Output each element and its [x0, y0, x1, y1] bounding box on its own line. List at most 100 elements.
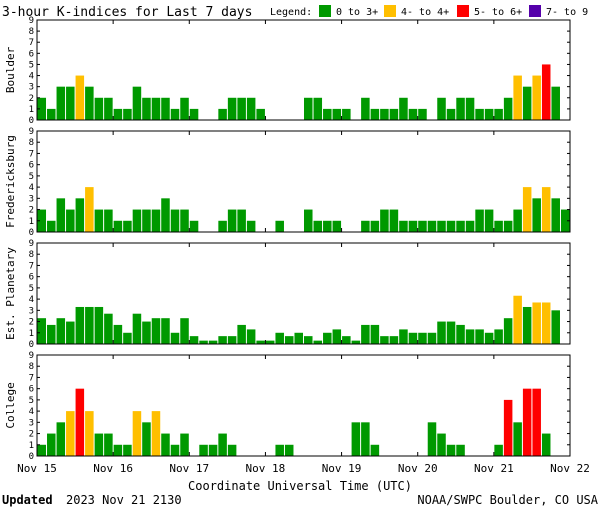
k-bar: [503, 318, 513, 344]
k-bar: [132, 313, 142, 344]
k-bar: [427, 422, 437, 456]
k-bar: [170, 209, 180, 232]
k-bar: [541, 433, 551, 456]
k-bar: [323, 220, 332, 232]
y-tick-label: 3: [29, 194, 34, 204]
k-bar: [532, 198, 541, 232]
k-bar: [123, 108, 132, 120]
k-bar: [275, 332, 284, 344]
k-bar: [541, 302, 551, 344]
station-label: Boulder: [4, 46, 17, 93]
y-tick-label: 4: [29, 407, 34, 417]
k-bar: [284, 336, 294, 344]
x-tick-label: Nov 20: [398, 462, 438, 475]
k-bar: [237, 97, 246, 120]
x-axis-ticks: Nov 15 Nov 16 Nov 17 Nov 18 Nov 19 Nov 20 Nov …: [17, 462, 590, 475]
k-bar: [123, 332, 132, 344]
legend-swatch-severe: [529, 5, 541, 17]
k-bar: [446, 444, 456, 456]
k-bar: [532, 302, 541, 344]
k-bar: [389, 336, 399, 344]
y-tick-label: 8: [29, 362, 34, 372]
y-tick-label: 3: [29, 418, 34, 428]
k-bar: [560, 209, 570, 232]
k-bar: [66, 321, 75, 344]
y-tick-label: 0: [29, 228, 34, 238]
k-bar: [142, 209, 151, 232]
y-tick-label: 0: [29, 340, 34, 350]
k-bar: [170, 108, 180, 120]
station-label: Fredericksburg: [4, 135, 17, 228]
k-bar: [56, 198, 66, 232]
k-bar: [513, 209, 522, 232]
k-bar: [246, 97, 256, 120]
y-tick-label: 8: [29, 138, 34, 148]
k-bar: [475, 108, 484, 120]
k-bar: [532, 75, 541, 120]
y-tick-label: 3: [29, 306, 34, 316]
k-bar: [180, 209, 189, 232]
k-bar: [218, 108, 227, 120]
k-bar: [66, 411, 75, 456]
k-bar: [227, 97, 237, 120]
k-bar: [456, 444, 465, 456]
k-bar: [151, 318, 161, 344]
y-tick-label: 8: [29, 250, 34, 260]
y-tick-label: 6: [29, 273, 34, 283]
k-bar: [456, 324, 465, 344]
y-tick-label: 0: [29, 116, 34, 126]
k-bar: [313, 220, 323, 232]
k-bar: [151, 97, 161, 120]
k-bar: [37, 444, 47, 456]
legend-item-active: 4- to 4+: [401, 7, 449, 18]
x-tick-label: Nov 18: [246, 462, 286, 475]
y-tick-label: 5: [29, 60, 34, 70]
k-bar: [75, 306, 85, 344]
k-bar: [189, 336, 199, 344]
panel-frame: [36, 19, 571, 121]
legend-swatch-quiet: [319, 5, 331, 17]
y-tick-label: 9: [29, 16, 34, 26]
k-bar: [199, 444, 208, 456]
k-bar: [275, 220, 284, 232]
y-tick-label: 6: [29, 161, 34, 171]
k-bar: [465, 220, 475, 232]
k-bar: [541, 187, 551, 232]
k-bar: [142, 422, 151, 456]
k-bar: [142, 321, 151, 344]
k-bar: [323, 108, 332, 120]
k-bar: [113, 324, 123, 344]
y-tick-label: 2: [29, 206, 34, 216]
station-label: Est. Planetary: [4, 247, 17, 340]
k-bar: [94, 306, 104, 344]
k-bar: [370, 324, 380, 344]
k-bar: [446, 321, 456, 344]
x-axis-label: Coordinate Universal Time (UTC): [188, 479, 412, 493]
k-bar: [389, 209, 399, 232]
k-bar: [551, 310, 560, 344]
k-bar: [85, 187, 94, 232]
k-bar: [56, 86, 66, 120]
k-bar: [370, 108, 380, 120]
y-tick-label: 7: [29, 373, 34, 383]
k-bar: [75, 75, 85, 120]
k-bar: [104, 209, 113, 232]
k-bar: [256, 108, 265, 120]
k-bar: [313, 340, 323, 344]
panel-frame: [36, 354, 571, 457]
k-bar: [199, 340, 208, 344]
k-bar: [446, 108, 456, 120]
y-tick-label: 7: [29, 149, 34, 159]
k-bar: [85, 306, 94, 344]
updated-label: Updated: [2, 493, 53, 507]
k-bar: [218, 336, 227, 344]
k-bar: [437, 433, 446, 456]
k-bar: [332, 108, 342, 120]
k-bar: [465, 97, 475, 120]
k-bar: [284, 444, 294, 456]
legend-swatch-active: [384, 5, 396, 17]
y-tick-label: 6: [29, 385, 34, 395]
